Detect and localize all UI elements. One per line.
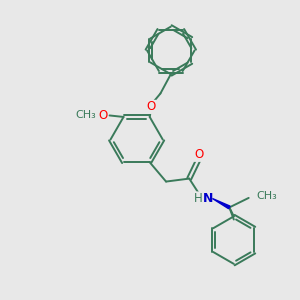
Text: O: O — [147, 100, 156, 113]
Text: N: N — [203, 192, 214, 205]
Text: CH₃: CH₃ — [257, 191, 278, 201]
Text: H: H — [194, 192, 203, 205]
Polygon shape — [212, 199, 230, 209]
Text: O: O — [194, 148, 204, 161]
Text: O: O — [98, 109, 107, 122]
Text: CH₃: CH₃ — [75, 110, 96, 120]
